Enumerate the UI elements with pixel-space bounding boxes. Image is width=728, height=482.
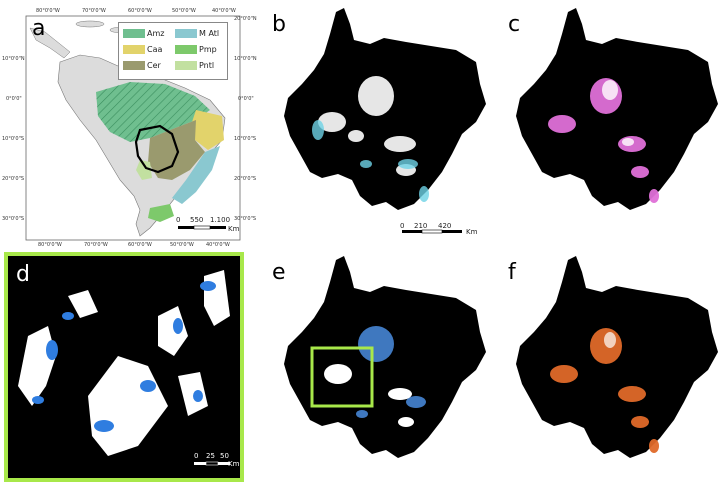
biome-pampa [148,204,174,222]
biome-legend: Amz M Atl Caa Pmp Cer Pntl [118,22,228,80]
left-tick: 10°0'0"N [2,56,25,62]
legend-label-matl: M Atl [199,29,220,38]
mato-grosso-outline [134,124,180,174]
panel-letter-a: a [32,16,46,41]
legend-swatch-caa [123,45,145,54]
scalebar-seg [205,461,219,466]
scalebar-seg [194,462,206,465]
legend-label-pmp: Pmp [199,45,217,54]
legend-label-pntl: Pntl [199,61,215,70]
bottom-tick: 70°0'0"W [84,242,108,248]
scalebar-label: 25 [206,452,215,460]
legend-swatch-cer [123,61,145,70]
scalebar-seg [210,226,226,229]
biome-mata-atlantica [172,146,220,204]
top-tick: 70°0'0"W [82,8,106,14]
panel-e-svg [284,256,486,458]
legend-swatch-amz [123,29,145,38]
right-tick: 10°0'0"N [234,56,257,62]
scalebar-label: 50 [220,452,229,460]
scalebar-unit: Km [228,225,240,233]
cleared-blue [32,281,216,432]
top-tick: 50°0'0"W [172,8,196,14]
scalebar-label: 550 [190,216,204,224]
scalebar-label: 210 [414,222,428,230]
left-tick: 0°0'0" [6,96,22,102]
panel-letter-e: e [272,260,286,285]
panel-b-map: b 0 210 420 Km [262,0,498,250]
central-america-land [29,27,71,59]
scalebar-label: 0 [400,222,405,230]
panel-letter-b: b [272,12,286,37]
panel-letter-c: c [508,12,521,37]
panel-c-svg [516,8,718,210]
scalebar-unit: Km [466,228,478,236]
panel-f-svg [516,256,718,458]
deforestation-white [602,80,634,146]
left-tick: 30°0'0"S [2,216,25,222]
bottom-tick: 80°0'0"W [38,242,62,248]
right-tick: 0°0'0" [238,96,254,102]
bottom-tick: 60°0'0"W [128,242,152,248]
right-tick: 10°0'0"S [234,136,257,142]
left-tick: 10°0'0"S [2,136,25,142]
legend-label-caa: Caa [147,45,163,54]
cleared-white [18,270,230,456]
panel-c-map: c [494,0,728,250]
scalebar-seg [193,225,211,230]
scalebar-seg [421,229,443,234]
biome-pantanal [136,160,152,180]
deforestation-white [604,332,616,348]
legend-swatch-matl [175,29,197,38]
panel-e-map: e [262,248,498,482]
top-tick: 60°0'0"W [128,8,152,14]
deforestation-orange [550,328,659,453]
right-tick: 20°0'0"S [234,176,257,182]
deforestation-cyan [312,120,429,202]
panel-a-locator-map: a Amz M Atl Caa Pmp Cer Pntl 80°0'0"W 70… [0,0,258,250]
biome-amazonia-hatch [96,82,210,142]
scalebar-unit: Km [228,460,240,468]
biome-caatinga [192,110,224,150]
legend-label-amz: Amz [147,29,165,38]
right-tick: 20°0'0"N [234,16,257,22]
bottom-tick: 50°0'0"W [170,242,194,248]
top-tick: 80°0'0"W [36,8,60,14]
scalebar-label: 0 [194,452,199,460]
left-tick: 20°0'0"S [2,176,25,182]
scalebar-seg [218,462,230,465]
panel-letter-d: d [16,262,30,287]
panel-d-svg [18,270,230,466]
panel-f-map: f [494,248,728,482]
legend-label-cer: Cer [147,61,161,70]
panel-d-zoom-map: d 0 25 50 Km [4,252,244,482]
scalebar-seg [402,230,422,233]
right-tick: 30°0'0"S [234,216,257,222]
top-tick: 40°0'0"W [212,8,236,14]
caribbean-island [75,20,105,28]
panel-b-svg [284,8,486,234]
zoom-highlight-box [310,346,374,408]
scalebar-label: 420 [438,222,452,230]
legend-swatch-pmp [175,45,197,54]
legend-swatch-pntl [175,61,197,70]
deforestation-blue [356,326,426,418]
deforestation-white [324,364,414,427]
bottom-tick: 40°0'0"W [206,242,230,248]
scalebar-label: 1.100 [210,216,231,224]
scalebar-seg [442,230,462,233]
scalebar-seg [178,226,194,229]
scalebar-label: 0 [176,216,181,224]
panel-letter-f: f [508,260,516,285]
